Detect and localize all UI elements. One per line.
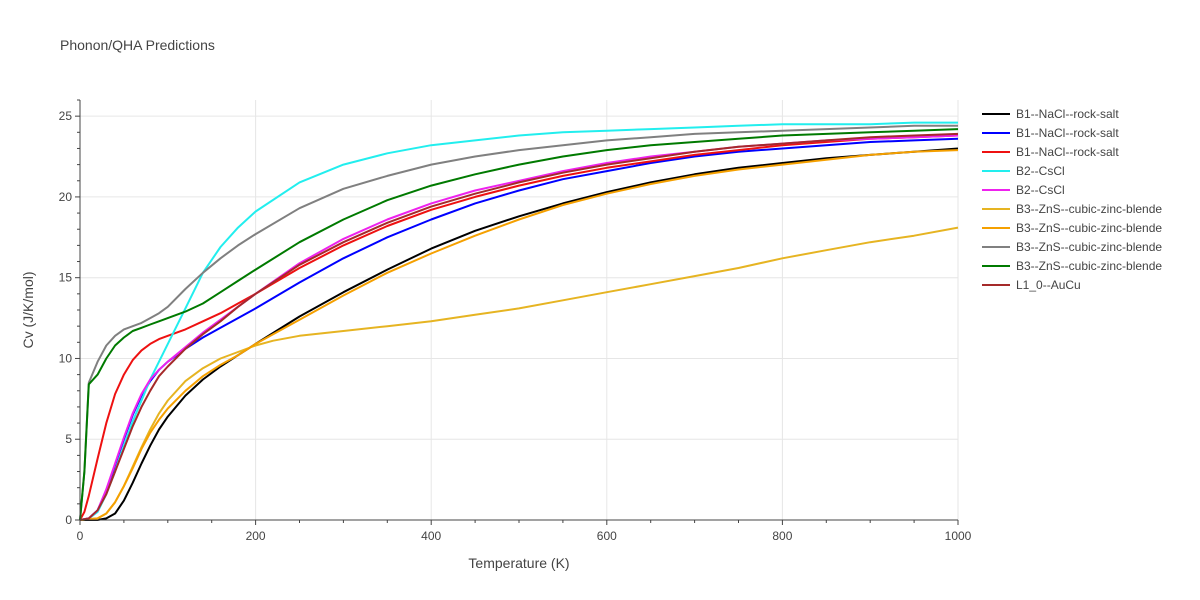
legend-label: B1--NaCl--rock-salt (1016, 145, 1119, 159)
legend-item-7[interactable]: B3--ZnS--cubic-zinc-blende (982, 221, 1162, 235)
legend-label: B3--ZnS--cubic-zinc-blende (1016, 259, 1162, 273)
chart-title: Phonon/QHA Predictions (60, 37, 215, 53)
legend-label: L1_0--AuCu (1016, 278, 1081, 292)
axes: 0 200 400 600 800 1000 0 5 10 15 20 25 (59, 99, 972, 543)
legend-label: B3--ZnS--cubic-zinc-blende (1016, 221, 1162, 235)
series-line-1[interactable] (80, 147, 959, 521)
y-tick-label: 15 (59, 271, 73, 285)
series-line-9[interactable] (79, 128, 959, 521)
x-tick-label: 600 (597, 529, 617, 543)
legend-label: B3--ZnS--cubic-zinc-blende (1016, 202, 1162, 216)
legend-label: B1--NaCl--rock-salt (1016, 126, 1119, 140)
x-axis-title: Temperature (K) (468, 555, 569, 571)
x-tick-label: 0 (77, 529, 84, 543)
y-tick-label: 25 (59, 109, 73, 123)
x-tick-label: 800 (772, 529, 792, 543)
legend-label: B2--CsCl (1016, 164, 1065, 178)
legend-label: B1--NaCl--rock-salt (1016, 107, 1119, 121)
legend-label: B2--CsCl (1016, 183, 1065, 197)
legend-item-4[interactable]: B2--CsCl (982, 164, 1065, 178)
y-tick-label: 5 (65, 432, 72, 446)
series-line-2[interactable] (79, 137, 959, 521)
legend[interactable]: B1--NaCl--rock-salt B1--NaCl--rock-salt B1… (982, 107, 1162, 292)
legend-item-9[interactable]: B3--ZnS--cubic-zinc-blende (982, 259, 1162, 273)
legend-item-1[interactable]: B1--NaCl--rock-salt (982, 107, 1119, 121)
legend-item-6[interactable]: B3--ZnS--cubic-zinc-blende (982, 202, 1162, 216)
series-line-8[interactable] (79, 124, 958, 521)
series-line-10[interactable] (79, 132, 959, 521)
x-tick-label: 1000 (945, 529, 972, 543)
legend-item-10[interactable]: L1_0--AuCu (982, 278, 1081, 292)
legend-item-2[interactable]: B1--NaCl--rock-salt (982, 126, 1119, 140)
plot-area[interactable] (79, 121, 959, 521)
series-line-7[interactable] (79, 149, 959, 521)
legend-item-5[interactable]: B2--CsCl (982, 183, 1065, 197)
grid (80, 100, 959, 520)
series-line-4[interactable] (79, 121, 958, 521)
x-tick-label: 400 (421, 529, 441, 543)
y-tick-label: 20 (59, 190, 73, 204)
legend-item-8[interactable]: B3--ZnS--cubic-zinc-blende (982, 240, 1162, 254)
legend-label: B3--ZnS--cubic-zinc-blende (1016, 240, 1162, 254)
y-axis-title: Cv (J/K/mol) (20, 272, 36, 349)
x-tick-label: 200 (246, 529, 266, 543)
legend-item-3[interactable]: B1--NaCl--rock-salt (982, 145, 1119, 159)
y-tick-label: 0 (65, 513, 72, 527)
y-tick-label: 10 (59, 351, 73, 365)
